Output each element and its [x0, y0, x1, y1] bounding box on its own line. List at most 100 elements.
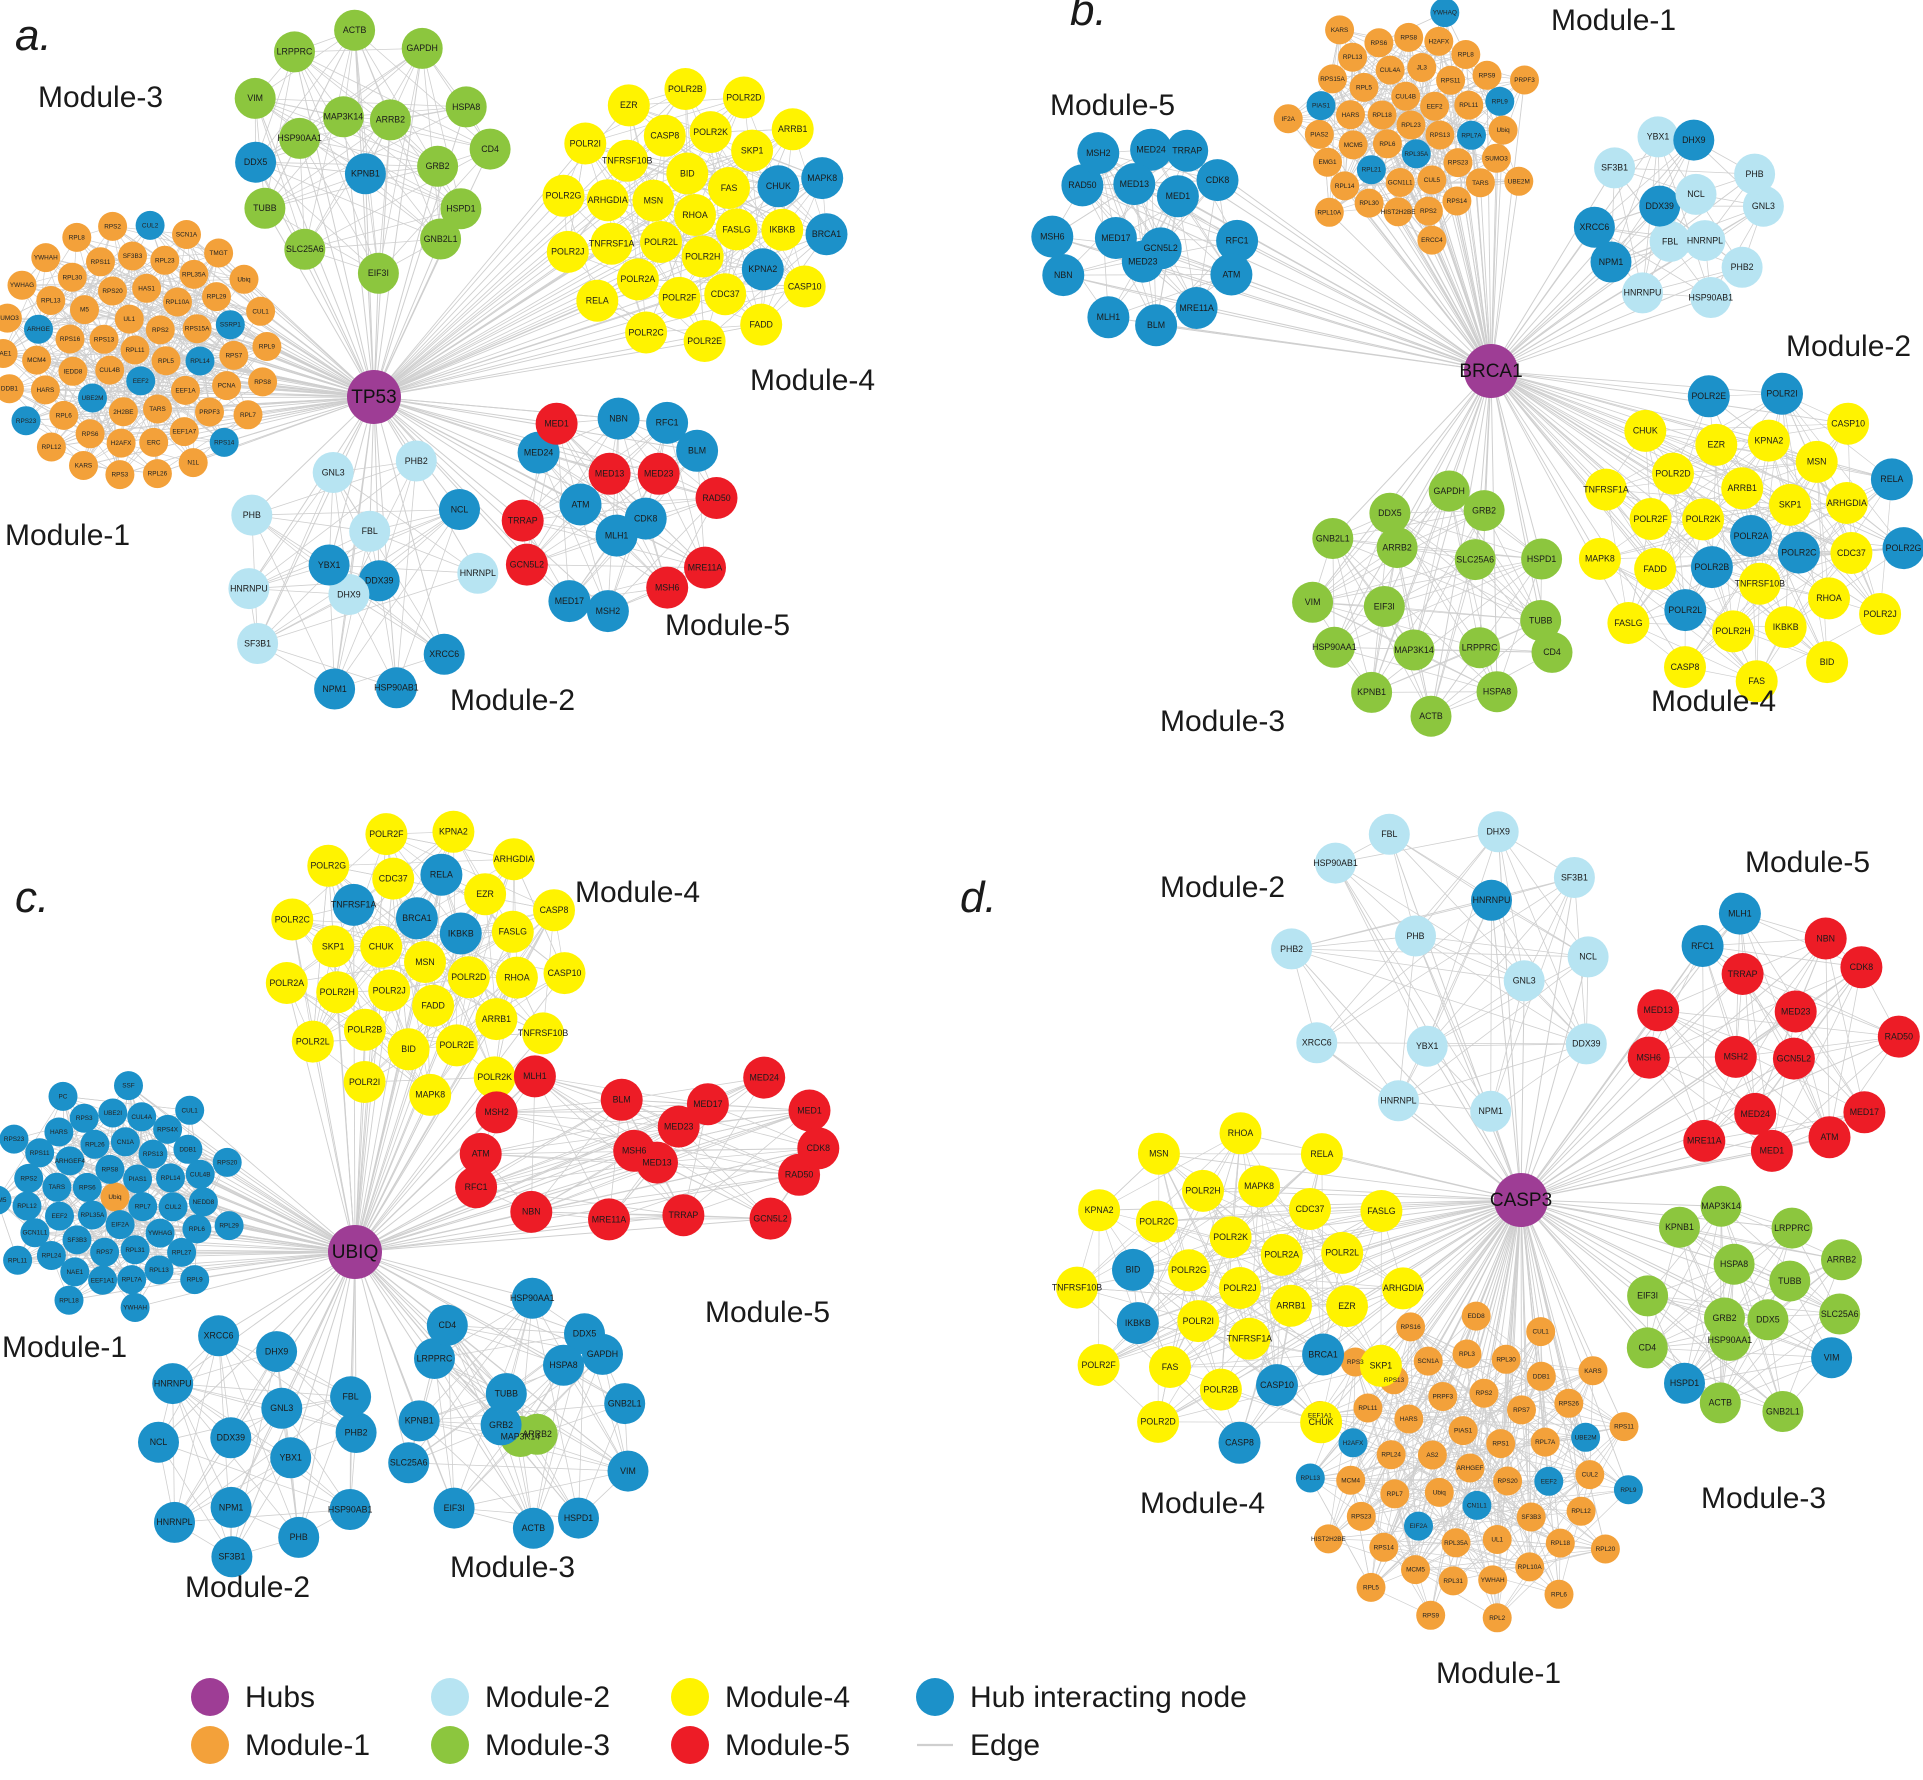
svg-text:RPL35A: RPL35A — [1404, 151, 1429, 158]
svg-text:RHOA: RHOA — [1816, 593, 1842, 603]
svg-text:RPS6: RPS6 — [79, 1184, 96, 1191]
svg-text:TRRAP: TRRAP — [668, 1210, 698, 1220]
svg-text:HSPD1: HSPD1 — [564, 1513, 593, 1523]
svg-text:UBE2M: UBE2M — [1575, 1434, 1597, 1441]
svg-text:BRCA1: BRCA1 — [812, 229, 841, 239]
svg-text:KPNA2: KPNA2 — [1085, 1205, 1114, 1215]
svg-text:N1L: N1L — [187, 460, 199, 467]
svg-text:RPL12: RPL12 — [1571, 1508, 1591, 1515]
svg-text:RPL9: RPL9 — [259, 344, 275, 351]
svg-text:POLR2L: POLR2L — [296, 1036, 330, 1046]
svg-text:DHX9: DHX9 — [337, 589, 361, 599]
svg-text:FAS: FAS — [721, 183, 738, 193]
svg-text:TNFRSF10B: TNFRSF10B — [1052, 1282, 1102, 1292]
svg-text:Module-1: Module-1 — [1551, 4, 1676, 37]
svg-text:RPS9: RPS9 — [1479, 72, 1496, 79]
svg-text:SF3B3: SF3B3 — [1521, 1514, 1541, 1521]
svg-text:ATM: ATM — [472, 1149, 490, 1159]
svg-text:HSPA8: HSPA8 — [549, 1360, 577, 1370]
svg-text:RPS16: RPS16 — [1400, 1324, 1421, 1331]
svg-text:HNRNPL: HNRNPL — [460, 568, 496, 578]
svg-text:Ubiq: Ubiq — [108, 1194, 122, 1201]
svg-text:TNFRSF10B: TNFRSF10B — [518, 1028, 568, 1038]
svg-text:IF2A: IF2A — [1281, 116, 1295, 123]
svg-text:SUMO3: SUMO3 — [0, 315, 19, 322]
svg-text:ARHGE: ARHGE — [27, 326, 50, 333]
svg-text:LRPPRC: LRPPRC — [1462, 643, 1498, 653]
svg-text:ACTB: ACTB — [1709, 1398, 1733, 1408]
svg-text:RPL8: RPL8 — [1458, 52, 1474, 59]
svg-text:HARS: HARS — [1400, 1416, 1418, 1423]
svg-text:EMG1: EMG1 — [1318, 159, 1337, 166]
svg-text:RPL20: RPL20 — [1596, 1546, 1616, 1553]
svg-text:Module-3: Module-3 — [450, 1551, 575, 1584]
svg-text:EZR: EZR — [620, 100, 638, 110]
svg-text:POLR2G: POLR2G — [1886, 543, 1922, 553]
svg-text:MCM5: MCM5 — [0, 1197, 7, 1204]
svg-text:CDC37: CDC37 — [1296, 1204, 1325, 1214]
svg-text:POLR2J: POLR2J — [373, 985, 406, 995]
svg-text:GAPDH: GAPDH — [1434, 486, 1465, 496]
svg-text:RPL5: RPL5 — [1356, 84, 1372, 91]
svg-text:NBN: NBN — [522, 1207, 541, 1217]
svg-text:Module-4: Module-4 — [1651, 685, 1776, 718]
svg-text:NEDD8: NEDD8 — [193, 1199, 215, 1206]
svg-text:KPNA2: KPNA2 — [1754, 435, 1783, 445]
svg-text:SLC25A6: SLC25A6 — [1821, 1309, 1859, 1319]
svg-text:Module-1: Module-1 — [2, 1331, 127, 1364]
svg-text:RAD50: RAD50 — [1885, 1031, 1913, 1041]
svg-text:HNRNPL: HNRNPL — [1687, 235, 1723, 245]
svg-text:Module-4: Module-4 — [1140, 1487, 1265, 1520]
svg-text:RPL14: RPL14 — [190, 358, 210, 365]
svg-text:RHOA: RHOA — [504, 972, 530, 982]
svg-text:HSPA8: HSPA8 — [1483, 687, 1511, 697]
svg-text:GNB2L1: GNB2L1 — [1316, 533, 1350, 543]
svg-text:RPL7: RPL7 — [135, 1204, 151, 1211]
svg-text:RPL31: RPL31 — [125, 1247, 145, 1254]
svg-text:RPL14: RPL14 — [161, 1175, 181, 1182]
svg-text:KARS: KARS — [1584, 1368, 1601, 1375]
svg-text:HSPD1: HSPD1 — [1527, 554, 1556, 564]
svg-text:PIAS1: PIAS1 — [129, 1176, 148, 1183]
svg-text:POLR2G: POLR2G — [546, 191, 582, 201]
svg-text:RPS23: RPS23 — [16, 418, 37, 425]
svg-text:Hub interacting node: Hub interacting node — [970, 1681, 1247, 1714]
svg-text:SF3B1: SF3B1 — [218, 1552, 245, 1562]
svg-text:ARRB2: ARRB2 — [1827, 1255, 1856, 1265]
svg-text:RPL35A: RPL35A — [80, 1212, 105, 1219]
svg-text:PHB: PHB — [290, 1532, 308, 1542]
svg-text:POLR2K: POLR2K — [1686, 514, 1721, 524]
svg-text:FBL: FBL — [362, 526, 378, 536]
svg-text:SLC25A6: SLC25A6 — [390, 1458, 428, 1468]
svg-text:VIM: VIM — [247, 93, 263, 103]
svg-text:RPL5: RPL5 — [1363, 1585, 1379, 1592]
svg-text:POLR2F: POLR2F — [1081, 1360, 1116, 1370]
svg-text:PHB2: PHB2 — [345, 1427, 368, 1437]
svg-text:ATM: ATM — [572, 499, 590, 509]
svg-text:NAE1: NAE1 — [66, 1269, 83, 1276]
svg-text:PIAS1: PIAS1 — [1312, 103, 1331, 110]
svg-text:VIM: VIM — [620, 1466, 636, 1476]
svg-text:PHB2: PHB2 — [1280, 944, 1303, 954]
svg-text:PCNA: PCNA — [218, 383, 236, 390]
svg-text:MED13: MED13 — [1644, 1005, 1673, 1015]
svg-text:UBE2M: UBE2M — [1508, 178, 1530, 185]
svg-text:GCN5L2: GCN5L2 — [1144, 243, 1178, 253]
svg-text:EIF3I: EIF3I — [1637, 1291, 1658, 1301]
svg-text:SF3B1: SF3B1 — [1601, 163, 1628, 173]
svg-text:HSP90AA1: HSP90AA1 — [1312, 642, 1357, 652]
svg-text:TNFRSF1A: TNFRSF1A — [589, 239, 635, 249]
svg-text:ERC: ERC — [147, 439, 161, 446]
svg-text:EEF2: EEF2 — [52, 1213, 68, 1220]
svg-text:RPS8: RPS8 — [1400, 34, 1417, 41]
svg-text:HIST2H2BE: HIST2H2BE — [1311, 1536, 1346, 1543]
svg-text:MED24: MED24 — [524, 448, 553, 458]
svg-text:POLR2A: POLR2A — [621, 274, 656, 284]
svg-text:TRRAP: TRRAP — [1728, 969, 1758, 979]
svg-text:RPL23: RPL23 — [155, 257, 175, 264]
svg-text:RPL5: RPL5 — [158, 358, 174, 365]
svg-text:2H2BE: 2H2BE — [113, 409, 133, 416]
svg-text:RPL6: RPL6 — [56, 412, 72, 419]
svg-text:Ubiq: Ubiq — [1497, 127, 1511, 134]
svg-text:TNFRSF1A: TNFRSF1A — [1227, 1334, 1273, 1344]
